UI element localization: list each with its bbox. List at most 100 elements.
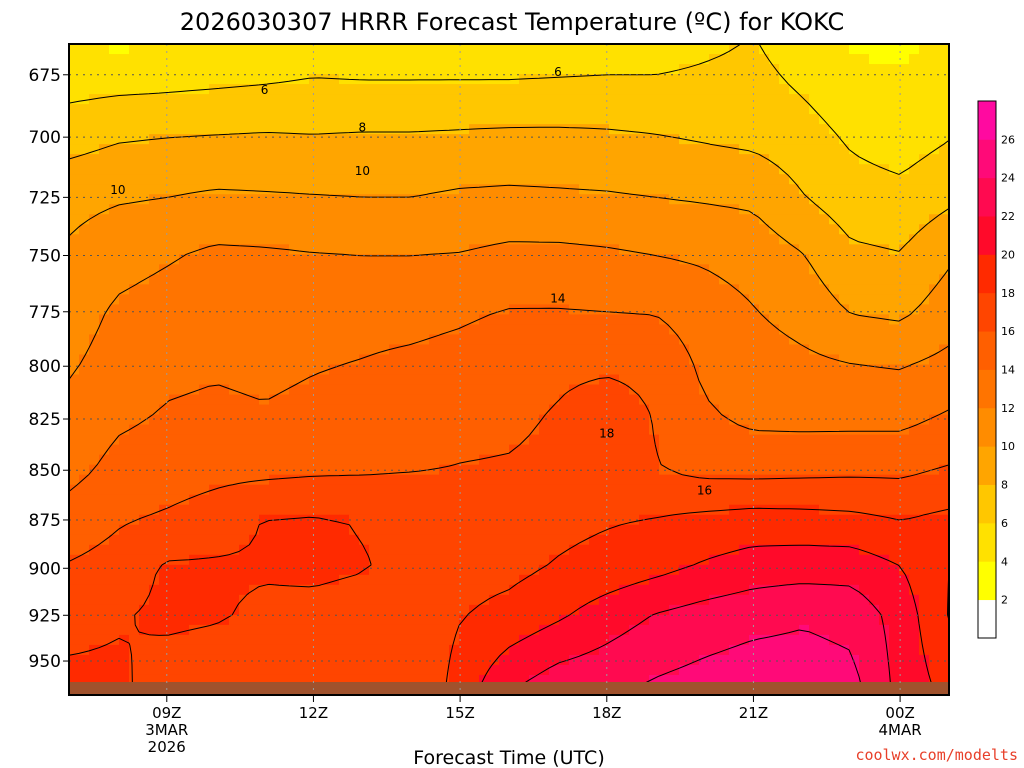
- fill-cell: [469, 244, 480, 255]
- fill-cell: [459, 424, 470, 436]
- fill-cell: [779, 344, 790, 356]
- fill-cell: [129, 184, 140, 195]
- fill-cell: [469, 544, 480, 556]
- plot-area: [69, 44, 949, 695]
- fill-cell: [689, 404, 700, 416]
- fill-cell: [789, 454, 800, 466]
- fill-cell: [699, 54, 710, 65]
- fill-cell: [189, 594, 200, 606]
- fill-cell: [939, 484, 949, 496]
- fill-cell: [599, 534, 610, 546]
- fill-cell: [649, 334, 660, 346]
- fill-cell: [599, 204, 610, 215]
- fill-cell: [609, 544, 620, 556]
- fill-cell: [859, 124, 870, 135]
- fill-cell: [839, 244, 850, 255]
- fill-cell: [259, 534, 270, 546]
- fill-cell: [709, 314, 720, 326]
- fill-cell: [759, 104, 770, 115]
- fill-cell: [179, 84, 190, 95]
- fill-cell: [99, 314, 110, 326]
- fill-cell: [769, 554, 780, 566]
- fill-cell: [879, 144, 890, 155]
- fill-cell: [299, 354, 310, 366]
- fill-cell: [699, 244, 710, 255]
- fill-cell: [259, 334, 270, 346]
- fill-cell: [229, 384, 240, 396]
- fill-cell: [689, 574, 700, 586]
- fill-cell: [109, 454, 120, 466]
- fill-cell: [919, 334, 930, 346]
- fill-cell: [389, 174, 400, 185]
- fill-cell: [669, 264, 680, 275]
- fill-cell: [839, 184, 850, 195]
- fill-cell: [579, 284, 590, 295]
- fill-cell: [509, 144, 520, 155]
- fill-cell: [499, 124, 510, 135]
- fill-cell: [919, 524, 930, 536]
- fill-cell: [839, 314, 850, 326]
- fill-cell: [319, 304, 330, 316]
- fill-cell: [149, 234, 160, 245]
- fill-cell: [169, 294, 180, 305]
- fill-cell: [459, 604, 470, 616]
- fill-cell: [279, 414, 290, 426]
- fill-cell: [69, 274, 80, 285]
- fill-cell: [609, 464, 620, 476]
- fill-cell: [359, 424, 370, 436]
- fill-cell: [129, 194, 140, 205]
- fill-cell: [679, 584, 690, 596]
- fill-cell: [569, 44, 580, 55]
- fill-cell: [229, 554, 240, 566]
- fill-cell: [819, 564, 830, 576]
- fill-cell: [179, 194, 190, 205]
- fill-cell: [599, 274, 610, 285]
- fill-cell: [829, 434, 840, 446]
- fill-cell: [629, 54, 640, 65]
- fill-cell: [409, 64, 420, 75]
- fill-cell: [679, 234, 690, 245]
- fill-cell: [109, 474, 120, 486]
- fill-cell: [629, 134, 640, 145]
- fill-cell: [939, 524, 949, 536]
- fill-cell: [99, 284, 110, 295]
- fill-cell: [669, 184, 680, 195]
- fill-cell: [749, 304, 760, 316]
- fill-cell: [129, 494, 140, 506]
- fill-cell: [199, 204, 210, 215]
- fill-cell: [639, 584, 650, 596]
- fill-cell: [209, 334, 220, 346]
- fill-cell: [649, 84, 660, 95]
- fill-cell: [429, 494, 440, 506]
- fill-cell: [349, 494, 360, 506]
- fill-cell: [279, 164, 290, 175]
- fill-cell: [409, 384, 420, 396]
- fill-cell: [659, 84, 670, 95]
- fill-cell: [899, 194, 910, 205]
- fill-cell: [239, 264, 250, 275]
- fill-cell: [669, 114, 680, 125]
- fill-cell: [869, 404, 880, 416]
- fill-cell: [339, 114, 350, 125]
- fill-cell: [279, 204, 290, 215]
- fill-cell: [249, 464, 260, 476]
- fill-cell: [669, 134, 680, 145]
- fill-cell: [789, 94, 800, 105]
- fill-cell: [169, 504, 180, 516]
- fill-cell: [599, 324, 610, 336]
- fill-cell: [659, 374, 670, 386]
- fill-cell: [339, 314, 350, 326]
- fill-cell: [719, 544, 730, 556]
- fill-cell: [429, 74, 440, 85]
- fill-cell: [349, 544, 360, 556]
- fill-cell: [69, 354, 80, 366]
- fill-cell: [869, 564, 880, 576]
- fill-cell: [119, 84, 130, 95]
- fill-cell: [479, 574, 490, 586]
- fill-cell: [479, 174, 490, 185]
- fill-cell: [149, 354, 160, 366]
- fill-cell: [89, 414, 100, 426]
- fill-cell: [449, 254, 460, 265]
- fill-cell: [79, 244, 90, 255]
- fill-cell: [899, 114, 910, 125]
